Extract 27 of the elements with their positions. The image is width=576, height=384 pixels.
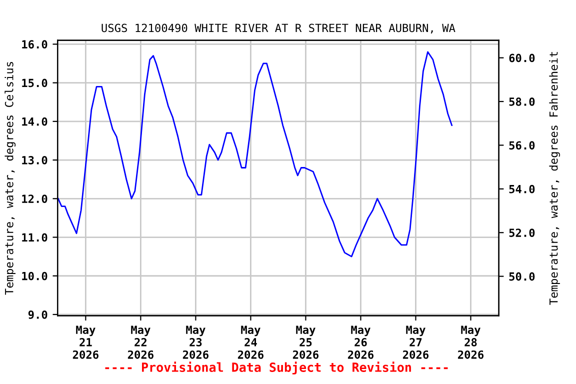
x-tick-label: May 21 2026: [72, 326, 98, 359]
y2-tick-label: 56.0: [509, 141, 535, 150]
y2-tick-label: 52.0: [509, 228, 535, 237]
y-tick-label: 15.0: [22, 78, 48, 88]
x-tick-label: May 23 2026: [182, 326, 208, 359]
y-tick-label: 16.0: [22, 40, 48, 49]
x-tick-label: May 28 2026: [458, 326, 484, 359]
x-tick-label: May 27 2026: [402, 326, 429, 359]
y-tick-label: 14.0: [22, 117, 48, 126]
y2-tick-label: 60.0: [509, 54, 535, 62]
y2-axis-title: Temperature, water, degrees Fahrenheit: [549, 52, 560, 305]
line-series: [58, 51, 453, 258]
y2-tick-label: 50.0: [509, 272, 535, 281]
x-tick-label: May 26 2026: [348, 326, 374, 359]
y-tick-label: 12.0: [22, 194, 48, 204]
y-tick-label: 9.0: [28, 310, 48, 319]
y2-tick-label: 54.0: [509, 184, 535, 194]
y2-tick-label: 58.0: [509, 97, 535, 106]
x-tick-label: May 24 2026: [238, 326, 264, 359]
y-tick-label: 10.0: [22, 272, 48, 280]
text: ---- Provisional Data Subject to Revision ----: [105, 362, 448, 374]
y-tick-label: 11.0: [22, 233, 48, 242]
y-axis-title: Temperature, water, degrees Celsius: [4, 62, 16, 295]
x-tick-label: May 25 2026: [292, 326, 318, 359]
chart-title: USGS 12100490 WHITE RIVER AT R STREET NEAR AUBURN, WA: [102, 24, 456, 34]
y-tick-label: 13.0: [22, 156, 48, 164]
x-tick-label: May 22 2026: [128, 326, 154, 359]
